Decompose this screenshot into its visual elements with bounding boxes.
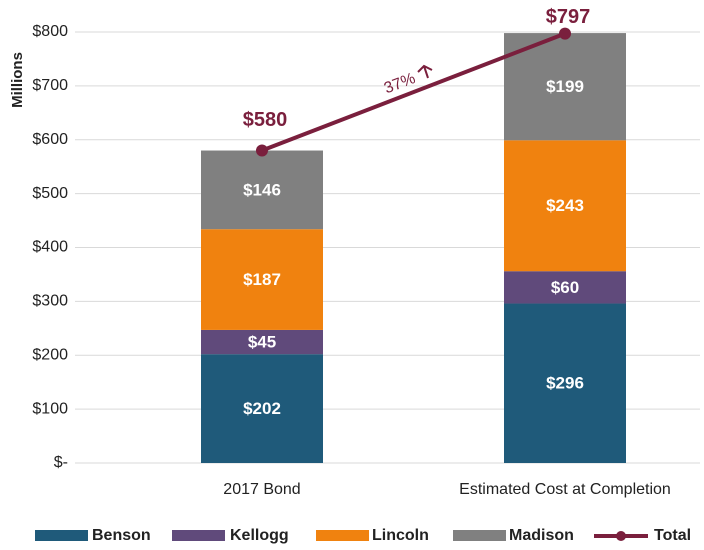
bar-segment <box>504 271 626 304</box>
legend-label: Kellogg <box>230 527 289 544</box>
total-line <box>261 31 566 153</box>
data-label: $202 <box>243 399 281 418</box>
bar-segment <box>201 329 323 355</box>
y-tick-label: $200 <box>32 346 68 363</box>
y-tick-label: $500 <box>32 185 68 202</box>
bar-segment <box>201 354 323 463</box>
legend-label: Madison <box>509 527 574 544</box>
y-tick-label: $800 <box>32 23 68 40</box>
y-tick-label: $400 <box>32 239 68 256</box>
y-tick-label: $700 <box>32 77 68 94</box>
legend-swatch <box>35 530 88 541</box>
y-tick-label: $300 <box>32 293 68 310</box>
data-label: $60 <box>551 278 579 297</box>
bar-segment <box>504 140 626 272</box>
data-label: $296 <box>546 374 584 393</box>
legend-swatch <box>172 530 225 541</box>
legend-label: Lincoln <box>372 527 429 544</box>
y-axis-label: Millions <box>9 52 26 108</box>
legend-swatch <box>453 530 506 541</box>
bar-segment <box>201 150 323 230</box>
data-label: $199 <box>546 77 584 96</box>
y-tick-label: $600 <box>32 131 68 148</box>
data-label: $243 <box>546 196 584 215</box>
legend-label: Total <box>654 527 691 544</box>
total-label: $580 <box>243 109 288 131</box>
data-label: $45 <box>248 333 276 352</box>
total-marker <box>559 27 571 40</box>
legend-swatch <box>616 531 626 541</box>
total-marker <box>256 144 268 157</box>
x-tick-label: Estimated Cost at Completion <box>459 481 671 498</box>
annotation-arrow <box>417 64 433 79</box>
y-tick-label: $100 <box>32 400 68 417</box>
legend-swatch <box>316 530 369 541</box>
data-label: $146 <box>243 180 281 199</box>
bar-segment <box>201 229 323 330</box>
x-tick-label: 2017 Bond <box>223 481 300 498</box>
legend-label: Benson <box>92 527 151 544</box>
data-label: $187 <box>243 270 281 289</box>
bar-segment <box>504 303 626 463</box>
total-label: $797 <box>546 6 591 28</box>
y-tick-label: $- <box>54 454 68 471</box>
